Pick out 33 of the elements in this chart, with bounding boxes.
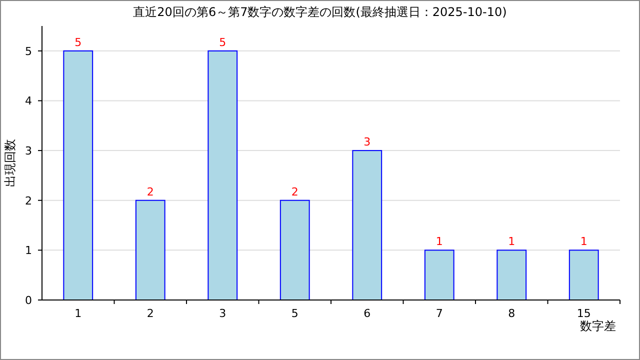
y-tick-label: 1 <box>25 244 32 258</box>
x-tick-label: 2 <box>146 307 154 320</box>
x-tick-label: 1 <box>74 307 82 320</box>
data-label: 2 <box>146 185 154 198</box>
y-axis-title: 出現回数 <box>3 139 17 187</box>
y-tick-label: 0 <box>25 294 32 307</box>
y-tick-label: 5 <box>25 44 32 58</box>
bar <box>208 50 238 300</box>
data-label: 2 <box>291 185 298 198</box>
bar <box>352 150 382 300</box>
x-tick-label: 15 <box>576 307 591 320</box>
y-tick-label: 4 <box>25 94 32 108</box>
data-label: 1 <box>436 235 443 248</box>
data-label: 5 <box>219 36 226 49</box>
bar <box>63 50 94 300</box>
data-label: 1 <box>580 235 588 248</box>
bar <box>424 250 454 300</box>
data-label: 5 <box>74 36 82 49</box>
y-tick-label: 2 <box>25 194 32 208</box>
data-label: 1 <box>508 235 516 248</box>
chart-title: 直近20回の第6～第7数字の数字差の回数(最終抽選日：2025-10-10) <box>133 5 507 19</box>
bar <box>496 250 527 300</box>
x-tick-label: 8 <box>508 307 516 320</box>
y-tick-label: 3 <box>25 144 32 158</box>
x-tick-label: 3 <box>219 307 226 320</box>
x-axis-title: 数字差 <box>580 319 616 333</box>
bar <box>568 250 599 300</box>
x-tick-label: 6 <box>364 307 371 320</box>
x-tick-label: 7 <box>436 307 443 320</box>
x-tick-label: 5 <box>291 307 298 320</box>
data-label: 3 <box>364 136 371 149</box>
bar <box>135 200 166 300</box>
bar <box>280 200 310 300</box>
